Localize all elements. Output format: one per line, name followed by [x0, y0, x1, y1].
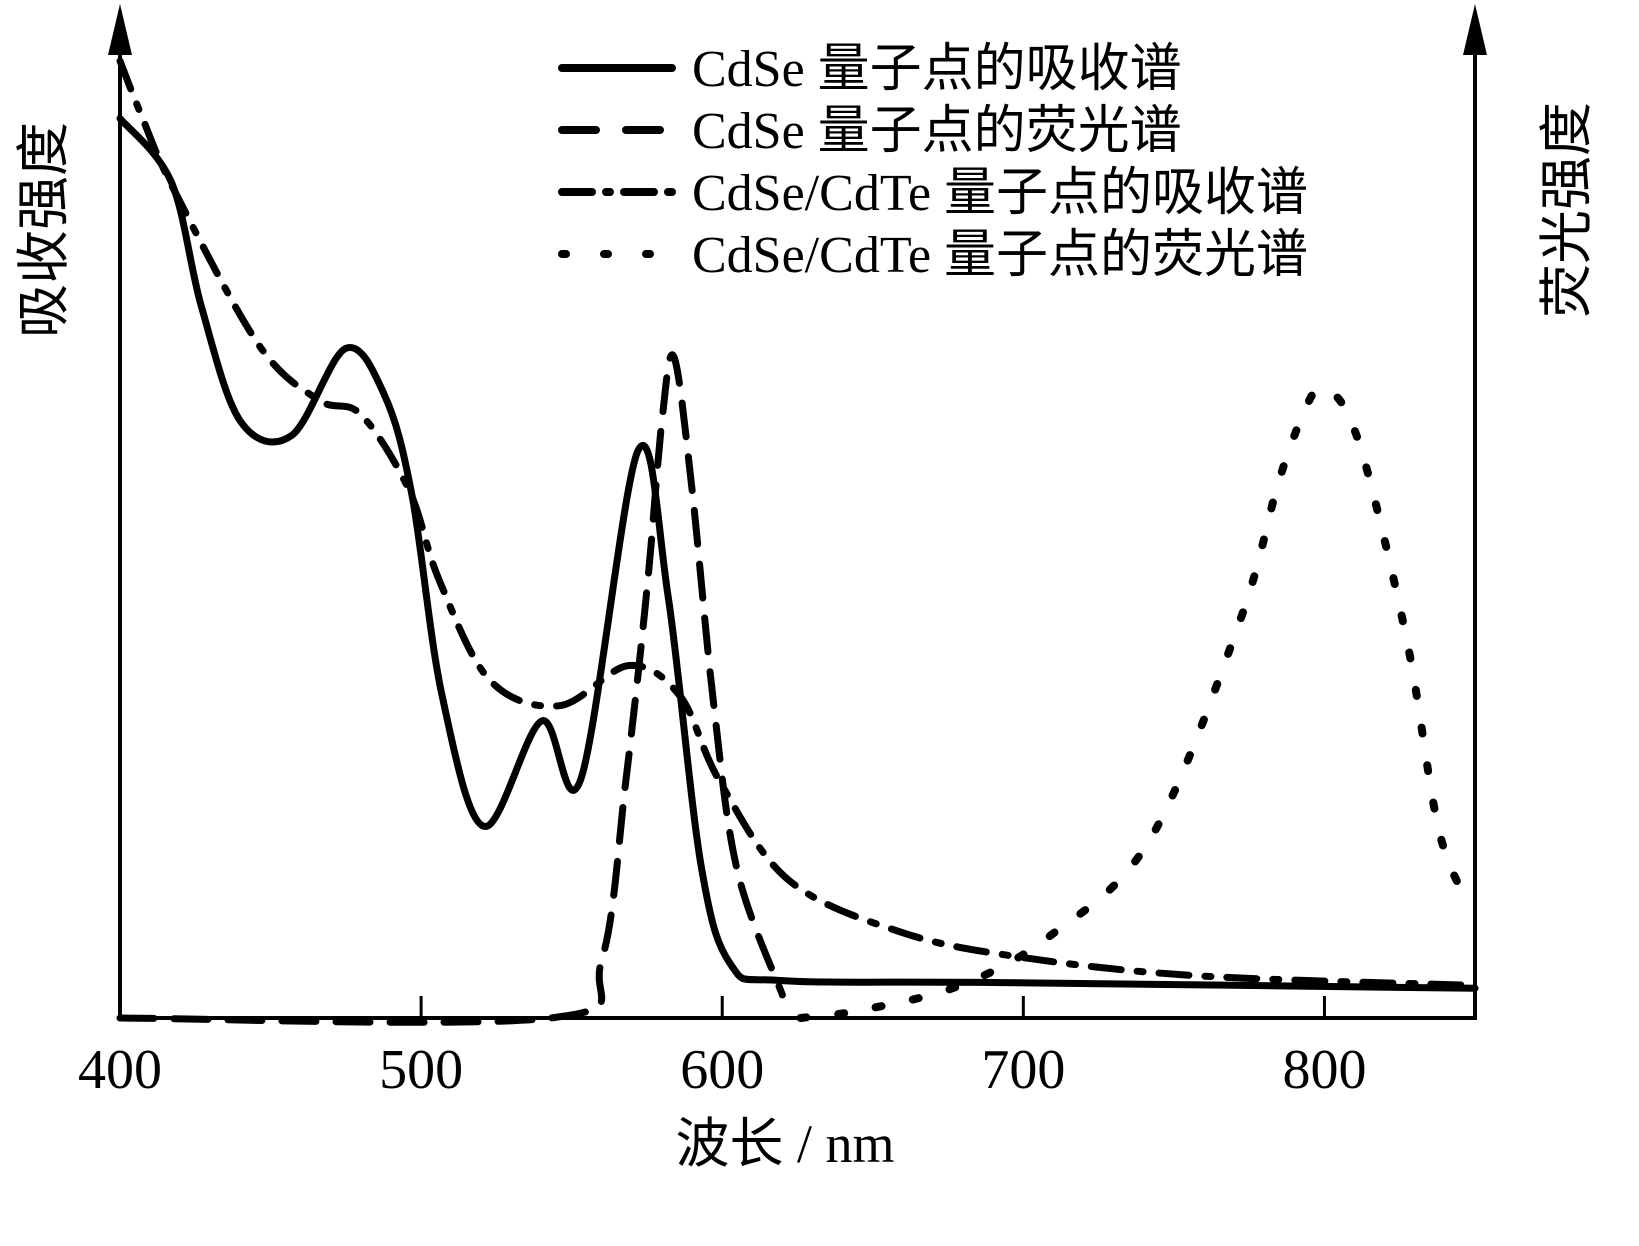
x-tick-label: 800	[1282, 1039, 1366, 1101]
series-line-dotted	[796, 384, 1473, 1022]
legend-label: CdSe/CdTe 量子点的荧光谱	[692, 227, 1308, 284]
legend-label: CdSe 量子点的吸收谱	[692, 41, 1182, 98]
x-tick-label: 700	[981, 1039, 1065, 1101]
right-axis-arrow-icon	[1463, 4, 1487, 55]
series-line-dashed	[116, 351, 786, 1026]
right-y-axis-title: 荧光强度	[1537, 102, 1597, 318]
series-line-dashdot	[116, 57, 1479, 989]
left-y-axis	[108, 4, 132, 1020]
x-axis: 400 500 600 700 800	[78, 996, 1477, 1101]
series-line-solid	[116, 114, 1479, 992]
x-tick-label: 500	[379, 1039, 463, 1101]
left-y-axis-title: 吸收强度	[14, 122, 74, 338]
left-axis-arrow-icon	[108, 4, 132, 55]
x-axis-title: 波长 / nm	[675, 1114, 894, 1174]
legend-label: CdSe/CdTe 量子点的吸收谱	[692, 165, 1308, 222]
right-y-axis	[1463, 4, 1487, 1020]
x-axis-ticks: 400 500 600 700 800	[78, 996, 1366, 1101]
plot-area	[116, 57, 1479, 1026]
legend-label: CdSe 量子点的荧光谱	[692, 103, 1182, 160]
x-tick-label: 400	[78, 1039, 162, 1101]
x-tick-label: 600	[680, 1039, 764, 1101]
